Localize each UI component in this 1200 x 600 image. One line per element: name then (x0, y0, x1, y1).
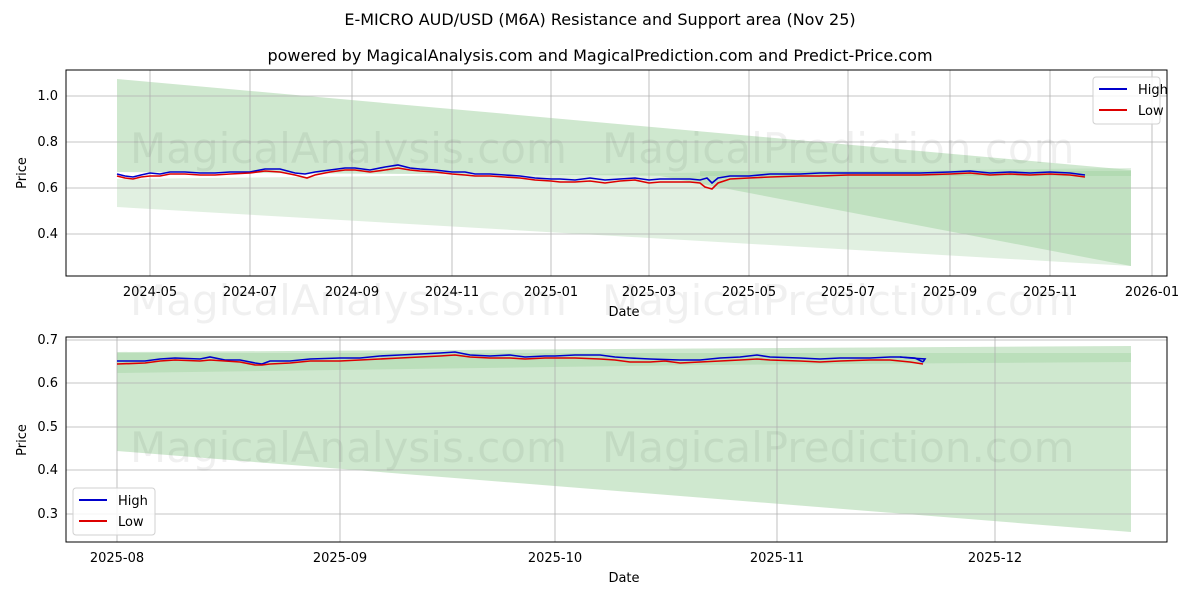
x-tick-label: 2025-09 (923, 285, 977, 300)
y-tick-label: 0.4 (37, 463, 58, 478)
x-axis-label: Date (608, 305, 639, 320)
watermark: MagicalPrediction.com (602, 124, 1075, 173)
top-high-line (116, 164, 1086, 185)
x-tick-label: 2025-03 (622, 285, 676, 300)
watermark: MagicalPrediction.com (602, 423, 1075, 472)
bottom-high-line (117, 351, 927, 365)
x-tick-label: 2024-09 (325, 285, 379, 300)
x-tick-label: 2024-11 (425, 285, 479, 300)
chart-subtitle: powered by MagicalAnalysis.com and Magic… (267, 46, 933, 65)
y-tick-label: 0.8 (37, 135, 58, 150)
chart-title: E-MICRO AUD/USD (M6A) Resistance and Sup… (344, 10, 856, 29)
x-tick-label: 2025-07 (821, 285, 875, 300)
top-support-band-lower (660, 176, 1131, 266)
watermark: MagicalPrediction.com (602, 276, 1075, 325)
bottom-legend: High Low (72, 487, 156, 536)
top-y-axis: 1.0 0.8 0.6 0.4 Price (15, 89, 58, 242)
legend-high-label: High (1138, 83, 1168, 98)
top-x-axis: 2024-05 2024-07 2024-09 2024-11 2025-01 … (123, 285, 1179, 320)
watermark: MagicalAnalysis.com (130, 276, 567, 325)
top-legend: High Low (1092, 76, 1168, 125)
x-tick-label: 2025-09 (313, 551, 367, 566)
y-tick-label: 0.4 (37, 227, 58, 242)
top-chart: MagicalAnalysis.com MagicalPrediction.co… (15, 69, 1179, 325)
bottom-x-axis: 2025-08 2025-09 2025-10 2025-11 2025-12 … (90, 551, 1022, 586)
bottom-chart: MagicalAnalysis.com MagicalPrediction.co… (15, 333, 1168, 586)
top-grid (66, 70, 1167, 276)
bottom-grid (66, 337, 1167, 542)
y-tick-label: 0.7 (37, 333, 58, 348)
bottom-axes-frame (65, 336, 1168, 543)
x-tick-label: 2026-01 (1125, 285, 1179, 300)
x-tick-label: 2025-05 (722, 285, 776, 300)
top-resistance-band (117, 79, 1131, 176)
legend-low-label: Low (118, 515, 144, 530)
top-low-line (116, 167, 1086, 190)
x-tick-label: 2024-07 (223, 285, 277, 300)
y-axis-label: Price (15, 157, 30, 189)
bottom-high-line-tail (899, 356, 924, 363)
y-tick-label: 0.6 (37, 181, 58, 196)
bottom-y-axis: 0.7 0.6 0.5 0.4 0.3 Price (15, 333, 58, 522)
bottom-support-band (117, 346, 1131, 532)
x-tick-label: 2025-11 (1023, 285, 1077, 300)
x-tick-label: 2025-08 (90, 551, 144, 566)
watermark: MagicalAnalysis.com (130, 423, 567, 472)
x-tick-label: 2025-11 (750, 551, 804, 566)
legend-high-label: High (118, 494, 148, 509)
watermark: MagicalAnalysis.com (130, 124, 567, 173)
y-tick-label: 0.5 (37, 420, 58, 435)
y-axis-label: Price (15, 424, 30, 456)
y-tick-label: 1.0 (37, 89, 58, 104)
y-tick-label: 0.6 (37, 376, 58, 391)
bottom-low-line (116, 354, 924, 366)
x-tick-label: 2025-12 (968, 551, 1022, 566)
x-axis-label: Date (608, 571, 639, 586)
x-tick-label: 2024-05 (123, 285, 177, 300)
legend-low-label: Low (1138, 104, 1164, 119)
top-axes-frame (65, 69, 1168, 277)
x-tick-label: 2025-10 (528, 551, 582, 566)
y-tick-label: 0.3 (37, 507, 58, 522)
x-tick-label: 2025-01 (524, 285, 578, 300)
